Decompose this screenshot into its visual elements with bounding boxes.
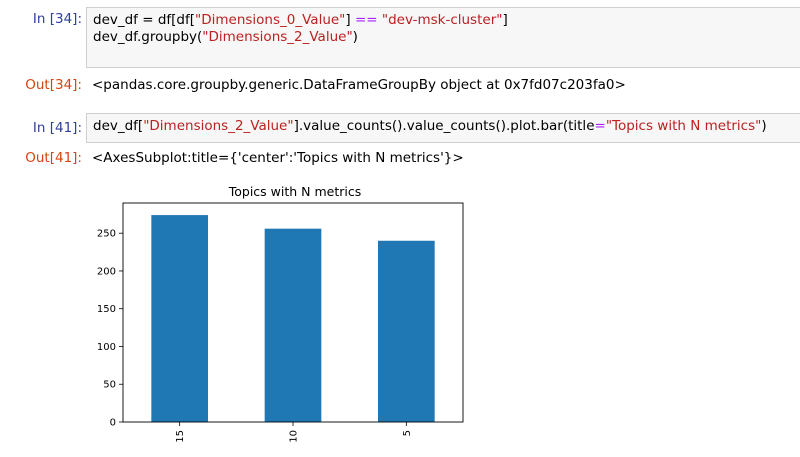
y-tick-label: 50 bbox=[103, 380, 116, 391]
x-tick-label: 15 bbox=[175, 430, 186, 443]
x-tick-label: 10 bbox=[289, 430, 300, 443]
x-tick-label: 5 bbox=[402, 430, 413, 436]
code-cell-34-input[interactable]: dev_df = df[df["Dimensions_0_Value"] == … bbox=[86, 7, 800, 68]
y-tick-label: 0 bbox=[110, 418, 116, 429]
output-prompt-41: Out[41]: bbox=[25, 150, 82, 166]
bar-10 bbox=[264, 228, 322, 422]
input-prompt-41: In [41]: bbox=[32, 120, 82, 136]
input-prompt-34: In [34]: bbox=[32, 11, 82, 27]
y-tick-label: 200 bbox=[97, 266, 116, 277]
code-line: dev_df.groupby("Dimensions_2_Value") bbox=[93, 29, 358, 45]
y-tick-label: 250 bbox=[97, 229, 116, 240]
cell-41-output: <AxesSubplot:title={'center':'Topics wit… bbox=[92, 150, 464, 166]
chart-title: Topics with N metrics bbox=[228, 184, 362, 199]
code-cell-41-input[interactable]: dev_df["Dimensions_2_Value"].value_count… bbox=[86, 113, 800, 143]
output-prompt-34: Out[34]: bbox=[25, 77, 82, 93]
cell-34-output: <pandas.core.groupby.generic.DataFrameGr… bbox=[92, 77, 626, 93]
y-tick-label: 150 bbox=[97, 304, 116, 315]
axes-frame bbox=[122, 202, 464, 423]
code-line: dev_df = df[df["Dimensions_0_Value"] == … bbox=[93, 12, 508, 28]
y-tick-label: 100 bbox=[97, 342, 116, 353]
bar-chart: Topics with N metrics 0 50 100 150 200 250 15… bbox=[97, 184, 464, 443]
bar-15 bbox=[151, 215, 208, 422]
code-line: dev_df["Dimensions_2_Value"].value_count… bbox=[93, 118, 767, 134]
bar-5 bbox=[378, 240, 435, 422]
